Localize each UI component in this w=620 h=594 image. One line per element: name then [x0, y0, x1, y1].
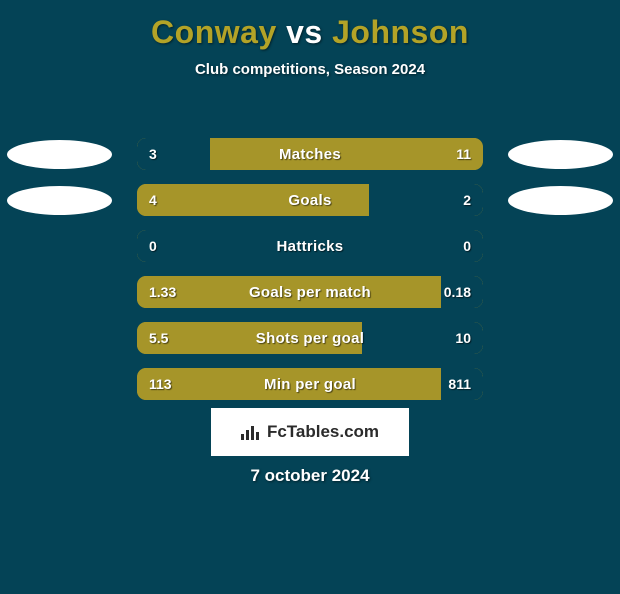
stat-row: 00Hattricks — [0, 224, 620, 270]
stat-metric-label: Goals — [137, 184, 483, 216]
stat-bar: 00Hattricks — [137, 230, 483, 262]
player2-name: Johnson — [332, 14, 469, 50]
bars-icon — [241, 424, 261, 440]
player2-badge — [508, 186, 613, 215]
player1-badge — [7, 186, 112, 215]
player1-name: Conway — [151, 14, 277, 50]
stat-metric-label: Shots per goal — [137, 322, 483, 354]
stat-metric-label: Matches — [137, 138, 483, 170]
player1-badge — [7, 140, 112, 169]
stat-bar: 42Goals — [137, 184, 483, 216]
stat-row: 42Goals — [0, 178, 620, 224]
page-title: Conway vs Johnson — [0, 14, 620, 51]
vs-text: vs — [286, 14, 323, 50]
attribution-badge: FcTables.com — [211, 408, 409, 456]
subtitle: Club competitions, Season 2024 — [0, 61, 620, 78]
stat-bar: 311Matches — [137, 138, 483, 170]
stat-row: 5.510Shots per goal — [0, 316, 620, 362]
attribution-content: FcTables.com — [241, 422, 379, 442]
attribution-text: FcTables.com — [267, 422, 379, 442]
stat-row: 1.330.18Goals per match — [0, 270, 620, 316]
stat-metric-label: Goals per match — [137, 276, 483, 308]
stat-bar: 5.510Shots per goal — [137, 322, 483, 354]
stat-bar: 113811Min per goal — [137, 368, 483, 400]
player2-badge — [508, 140, 613, 169]
stat-metric-label: Min per goal — [137, 368, 483, 400]
date-text: 7 october 2024 — [0, 466, 620, 486]
stat-row: 311Matches — [0, 132, 620, 178]
stats-rows: 311Matches 42Goals 00Hattricks 1.330.18Goal… — [0, 132, 620, 408]
stat-metric-label: Hattricks — [137, 230, 483, 262]
stat-row: 113811Min per goal — [0, 362, 620, 408]
stat-bar: 1.330.18Goals per match — [137, 276, 483, 308]
